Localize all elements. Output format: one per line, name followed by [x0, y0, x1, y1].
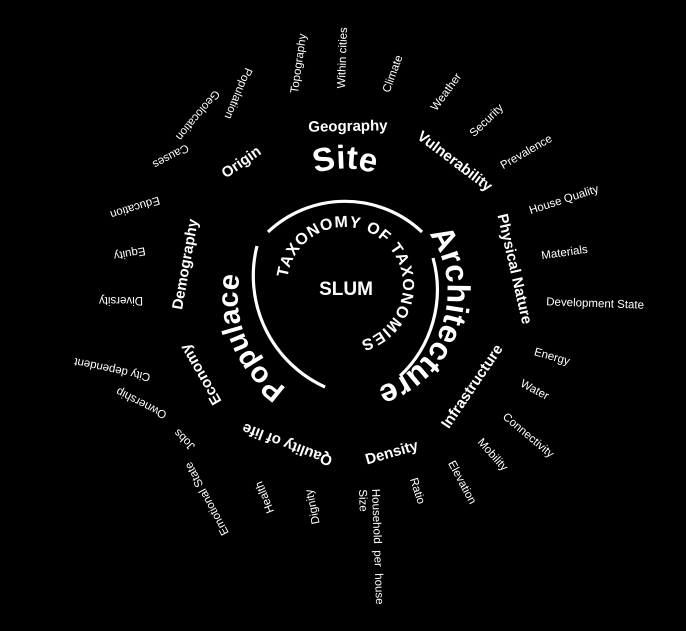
leaf-label-education: Education: [109, 194, 161, 220]
leaf-label-mobility: Mobility: [475, 436, 510, 473]
leaf-label-jobs: Jobs: [172, 426, 198, 452]
leaf-label-causes: Causes: [150, 141, 190, 170]
leaf-label-population: Population: [222, 66, 254, 121]
architecture-arc: [398, 257, 439, 378]
sub-label-economy: Economy: [177, 340, 226, 408]
main-label-site: Site: [309, 138, 382, 179]
leaf-label-health: Health: [253, 479, 277, 514]
leaf-label-equity: Equity: [112, 244, 146, 261]
site-arc: [266, 199, 424, 234]
leaf-label-materials: Materials: [541, 244, 589, 262]
leaf-label-security: Security: [468, 102, 506, 140]
leaf-label-dignity: Dignity: [303, 488, 322, 525]
leaf-label-connectivity: Connectivity: [500, 411, 556, 461]
leaf-label-city-dependent: City dependent: [73, 355, 152, 383]
leaf-label-energy: Energy: [533, 346, 572, 368]
leaf-label-water: Water: [518, 378, 550, 403]
leaf-label-ownership: Ownership: [114, 385, 168, 421]
leaf-label-development-state: Development State: [546, 296, 644, 311]
main-label-populace-path: Populace: [213, 272, 291, 408]
leaf-label-topography: Topography: [289, 33, 309, 94]
sub-label-demography: Demography: [169, 217, 202, 311]
sub-label-quality-of-life: Qaulity of life: [240, 419, 335, 469]
leaf-label-within-cities: Within cities: [336, 27, 350, 89]
sub-label-origin: Origin: [218, 143, 264, 182]
leaf-label-household-per-house-size: Household per houseSize: [356, 489, 385, 606]
leaf-label-geolocation: Geolocation: [173, 88, 222, 143]
leaf-label-ratio: Ratio: [407, 476, 427, 505]
sub-label-vulnerability: Vulnerability: [414, 128, 496, 196]
leaf-label-emotional-state: Emotional State: [183, 460, 232, 537]
leaf-label-climate: Climate: [381, 54, 406, 95]
center-label: SLUM: [319, 279, 373, 300]
sub-label-density: Density: [363, 437, 420, 468]
leaf-label-elevation: Elevation: [445, 459, 478, 506]
populace-arc: [251, 245, 326, 389]
main-label-populace: Populace: [213, 272, 291, 408]
sub-label-physical-nature: Physical Nature: [493, 212, 535, 326]
leaf-label-house-quality: House Quality: [528, 183, 601, 217]
main-label-site-path: Site: [309, 138, 382, 179]
leaf-label-diversity: Diversity: [99, 294, 143, 306]
leaf-label-weather: Weather: [429, 71, 464, 113]
sub-label-geography: Geography: [308, 117, 388, 135]
leaf-label-prevalence: Prevalence: [499, 133, 555, 172]
